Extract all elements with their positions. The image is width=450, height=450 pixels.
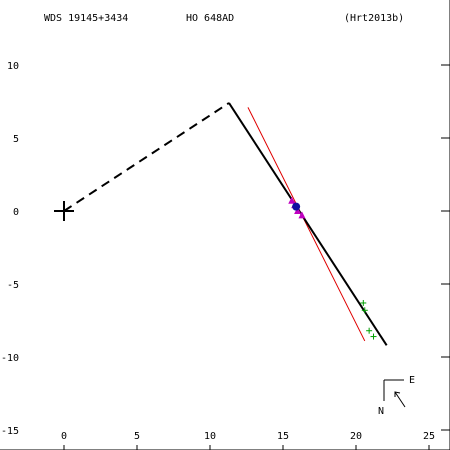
compass-arrowhead — [394, 391, 401, 397]
compass — [383, 379, 406, 408]
x-tick-label: 15 — [277, 431, 289, 442]
y-tick-label: -15 — [1, 426, 19, 437]
compass-motion-arrow — [394, 391, 406, 408]
blue-point — [292, 202, 301, 211]
y-tick-label: 10 — [7, 61, 19, 72]
x-tick-label: 5 — [134, 431, 140, 442]
y-tick-label: -10 — [1, 353, 19, 364]
x-tick-label: 0 — [61, 431, 67, 442]
compass-north-label: N — [378, 406, 384, 417]
solid-orbit-line — [228, 102, 388, 346]
dashed-periastron-line — [63, 102, 230, 212]
axis-tick-labels: 0 5 10 15 20 25 10 5 0 -5 -10 -15 — [1, 61, 435, 442]
red-fit-line — [247, 107, 366, 342]
magenta-point — [294, 207, 302, 214]
axis-ticks — [63, 64, 450, 450]
x-tick-label: 25 — [423, 431, 435, 442]
discoverer-id: HO 648AD — [186, 13, 234, 24]
reference: (Hrt2013b) — [344, 13, 404, 24]
magenta-point — [288, 196, 296, 204]
compass-east-label: E — [409, 375, 415, 386]
magenta-point — [298, 211, 306, 219]
y-tick-label: 0 — [13, 207, 19, 218]
x-tick-label: 20 — [350, 431, 362, 442]
y-tick-label: -5 — [7, 280, 19, 291]
plot-marks — [54, 102, 388, 346]
x-tick-label: 10 — [204, 431, 216, 442]
wds-id: WDS 19145+3434 — [44, 13, 128, 24]
y-tick-label: 5 — [13, 134, 19, 145]
